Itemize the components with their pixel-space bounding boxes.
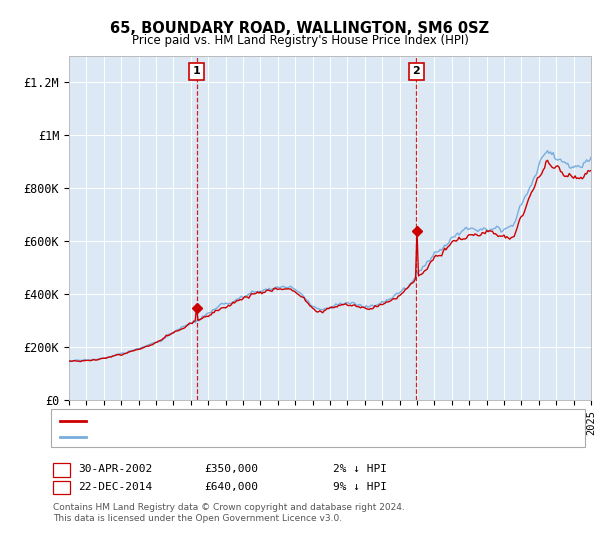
Text: 9% ↓ HPI: 9% ↓ HPI (333, 482, 387, 492)
Text: 65, BOUNDARY ROAD, WALLINGTON, SM6 0SZ (detached house): 65, BOUNDARY ROAD, WALLINGTON, SM6 0SZ (… (90, 416, 425, 426)
Text: £640,000: £640,000 (204, 482, 258, 492)
Text: 2% ↓ HPI: 2% ↓ HPI (333, 464, 387, 474)
Text: 65, BOUNDARY ROAD, WALLINGTON, SM6 0SZ: 65, BOUNDARY ROAD, WALLINGTON, SM6 0SZ (110, 21, 490, 36)
Text: 22-DEC-2014: 22-DEC-2014 (78, 482, 152, 492)
Text: Price paid vs. HM Land Registry's House Price Index (HPI): Price paid vs. HM Land Registry's House … (131, 34, 469, 46)
Text: 2: 2 (413, 66, 421, 76)
Text: 1: 1 (57, 463, 65, 476)
Text: 30-APR-2002: 30-APR-2002 (78, 464, 152, 474)
Text: £350,000: £350,000 (204, 464, 258, 474)
Text: 1: 1 (193, 66, 200, 76)
Text: 2: 2 (57, 480, 65, 494)
Text: This data is licensed under the Open Government Licence v3.0.: This data is licensed under the Open Gov… (53, 514, 342, 523)
Text: Contains HM Land Registry data © Crown copyright and database right 2024.: Contains HM Land Registry data © Crown c… (53, 503, 404, 512)
Text: HPI: Average price, detached house, Sutton: HPI: Average price, detached house, Sutt… (90, 432, 317, 442)
